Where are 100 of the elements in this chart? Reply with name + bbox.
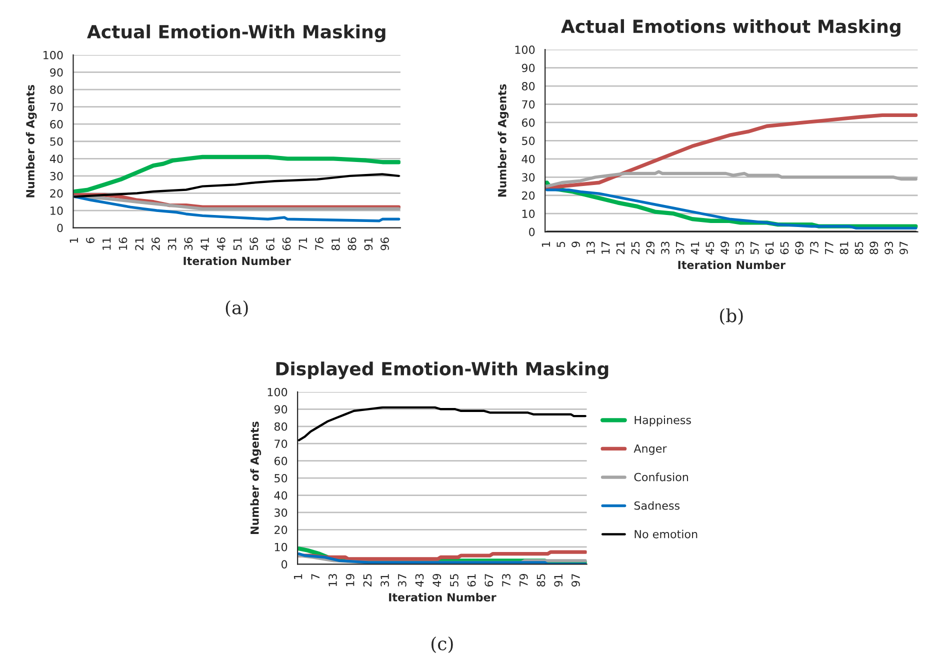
x-tick-label: 97 <box>900 242 908 254</box>
y-tick-label: 70 <box>522 100 535 109</box>
x-tick-label: 61 <box>467 574 476 587</box>
y-tick-label: 10 <box>522 210 535 218</box>
y-tick-label: 20 <box>50 189 63 198</box>
x-tick-label: 57 <box>750 242 759 254</box>
x-tick-label: 65 <box>780 242 789 254</box>
y-tick-label: 70 <box>50 102 63 112</box>
y-tick-label: 10 <box>50 206 63 215</box>
x-tick-label: 49 <box>432 574 442 587</box>
x-tick-label: 26 <box>151 238 160 250</box>
x-tick-label: 37 <box>398 574 406 586</box>
x-tick-label: 41 <box>690 242 700 254</box>
x-tick-label: 11 <box>102 238 111 250</box>
line-series <box>546 188 918 230</box>
x-tick-label: 33 <box>661 242 670 254</box>
y-tick-label: 0 <box>282 560 288 569</box>
x-tick-label: 97 <box>571 574 580 587</box>
y-tick-label: 0 <box>57 224 63 232</box>
x-tick-label: 25 <box>631 242 640 254</box>
x-tick-label: 29 <box>646 242 655 254</box>
x-tick-label: 67 <box>484 574 494 587</box>
x-tick-label: 89 <box>870 242 878 254</box>
x-tick-label: 73 <box>502 574 510 586</box>
x-tick-label: 31 <box>168 238 176 250</box>
x-tick-label: 85 <box>854 242 864 254</box>
x-axis-title: Iteration Number <box>678 260 786 270</box>
x-tick-label: 91 <box>364 238 373 250</box>
x-tick-label: 21 <box>135 238 144 250</box>
y-tick-label: 90 <box>50 68 63 77</box>
y-tick-label: 40 <box>50 154 63 164</box>
x-tick-label: 76 <box>315 238 324 250</box>
x-axis-title: Iteration Number <box>184 256 291 266</box>
x-tick-label: 17 <box>602 242 610 254</box>
legend-label: Sadness <box>634 501 680 510</box>
y-tick-label: 50 <box>50 137 63 146</box>
chart-title: Actual Emotion-With Masking <box>86 24 386 42</box>
x-tick-label: 81 <box>331 238 340 250</box>
text: (c) <box>432 636 453 653</box>
x-tick-label: 1 <box>70 238 78 243</box>
y-tick-label: 10 <box>274 542 288 552</box>
y-tick-label: 90 <box>274 405 288 414</box>
x-tick-label: 81 <box>840 242 848 254</box>
y-axis-title: Number of Agents <box>498 84 509 197</box>
y-tick-label: 80 <box>274 422 288 431</box>
x-tick-label: 61 <box>765 242 774 254</box>
y-tick-label: 100 <box>268 388 288 396</box>
x-tick-label: 91 <box>554 574 563 587</box>
y-tick-label: 50 <box>522 136 535 146</box>
chart-title: Actual Emotions without Masking <box>561 19 900 37</box>
x-tick-label: 25 <box>363 574 372 586</box>
chart-title: Displayed Emotion-With Masking <box>276 362 608 380</box>
x-tick-label: 61 <box>266 238 274 250</box>
x-tick-label: 7 <box>311 574 320 580</box>
x-tick-label: 16 <box>118 238 128 250</box>
y-tick-label: 40 <box>522 154 535 164</box>
y-tick-label: 100 <box>44 50 63 60</box>
x-tick-label: 66 <box>282 238 291 250</box>
y-tick-label: 0 <box>529 228 535 236</box>
x-tick-label: 21 <box>616 242 625 254</box>
x-tick-label: 55 <box>450 574 458 586</box>
y-tick-label: 100 <box>515 46 535 54</box>
x-tick-label: 46 <box>216 238 226 250</box>
x-tick-label: 71 <box>298 238 307 250</box>
y-tick-label: 80 <box>522 82 535 90</box>
x-tick-label: 13 <box>586 242 595 254</box>
x-tick-label: 77 <box>825 242 834 254</box>
legend-label: Happiness <box>634 416 691 426</box>
text: (a) <box>226 300 248 317</box>
x-tick-label: 93 <box>884 242 894 254</box>
x-tick-label: 1 <box>542 242 550 247</box>
x-tick-label: 53 <box>736 242 744 254</box>
line-series <box>545 170 918 188</box>
y-axis-title: Number of Agents <box>26 84 37 198</box>
x-tick-label: 5 <box>556 242 566 248</box>
y-tick-label: 50 <box>274 474 288 482</box>
y-tick-label: 90 <box>522 64 535 72</box>
legend-label: No emotion <box>634 530 698 538</box>
x-axis-title: Iteration Number <box>389 592 496 602</box>
legend-label: Confusion <box>634 472 688 482</box>
y-tick-label: 60 <box>522 118 535 127</box>
x-tick-label: 49 <box>720 242 730 254</box>
x-tick-label: 85 <box>536 574 546 587</box>
x-tick-label: 9 <box>572 242 580 248</box>
x-tick-label: 13 <box>328 574 337 586</box>
x-tick-label: 19 <box>346 574 354 586</box>
y-tick-label: 30 <box>274 508 288 517</box>
x-tick-label: 1 <box>294 574 302 580</box>
y-axis-title: Number of Agents <box>250 422 262 534</box>
x-tick-label: 31 <box>380 574 390 586</box>
y-tick-label: 40 <box>274 491 288 500</box>
line-series <box>73 154 400 194</box>
y-tick-label: 60 <box>274 456 288 466</box>
x-tick-label: 73 <box>810 242 818 254</box>
x-tick-label: 43 <box>415 574 424 587</box>
x-tick-label: 36 <box>184 238 193 250</box>
x-tick-label: 86 <box>348 238 356 250</box>
legend-label: Anger <box>634 444 667 455</box>
y-tick-label: 70 <box>274 440 288 448</box>
line-series <box>298 406 586 442</box>
